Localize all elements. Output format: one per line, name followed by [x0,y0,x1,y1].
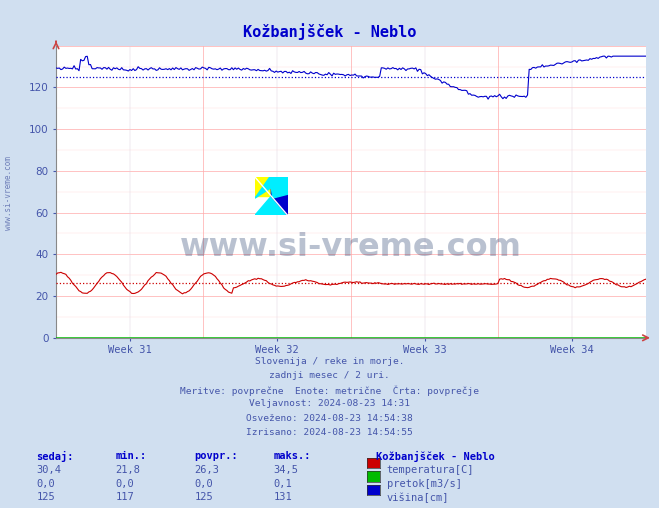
Text: višina[cm]: višina[cm] [387,492,449,502]
Text: Kožbanjšček - Neblo: Kožbanjšček - Neblo [243,23,416,40]
Text: pretok[m3/s]: pretok[m3/s] [387,479,462,489]
Text: Osveženo: 2024-08-23 14:54:38: Osveženo: 2024-08-23 14:54:38 [246,414,413,423]
Text: 0,0: 0,0 [194,479,213,489]
Text: 26,3: 26,3 [194,465,219,475]
Text: www.si-vreme.com: www.si-vreme.com [180,232,522,263]
Text: 117: 117 [115,492,134,502]
Polygon shape [270,177,287,198]
Text: zadnji mesec / 2 uri.: zadnji mesec / 2 uri. [269,371,390,380]
Text: sedaj:: sedaj: [36,451,74,462]
Polygon shape [255,177,287,198]
Text: 131: 131 [273,492,292,502]
Polygon shape [255,177,272,196]
Text: 34,5: 34,5 [273,465,299,475]
Text: 125: 125 [36,492,55,502]
Text: 125: 125 [194,492,213,502]
Polygon shape [255,177,270,198]
Text: Kožbanjšček - Neblo: Kožbanjšček - Neblo [376,451,494,462]
Text: 0,0: 0,0 [115,479,134,489]
Text: 30,4: 30,4 [36,465,61,475]
Text: 0,0: 0,0 [36,479,55,489]
Polygon shape [272,177,287,215]
Text: min.:: min.: [115,451,146,461]
Text: Veljavnost: 2024-08-23 14:31: Veljavnost: 2024-08-23 14:31 [249,399,410,408]
Text: www.si-vreme.com: www.si-vreme.com [4,156,13,230]
Text: povpr.:: povpr.: [194,451,238,461]
Text: Izrisano: 2024-08-23 14:54:55: Izrisano: 2024-08-23 14:54:55 [246,428,413,437]
Text: 21,8: 21,8 [115,465,140,475]
Polygon shape [255,196,287,215]
Text: Slovenija / reke in morje.: Slovenija / reke in morje. [255,357,404,366]
Text: Meritve: povprečne  Enote: metrične  Črta: povprečje: Meritve: povprečne Enote: metrične Črta:… [180,385,479,396]
Text: maks.:: maks.: [273,451,311,461]
Text: 0,1: 0,1 [273,479,292,489]
Polygon shape [255,196,287,215]
Text: temperatura[C]: temperatura[C] [387,465,474,475]
